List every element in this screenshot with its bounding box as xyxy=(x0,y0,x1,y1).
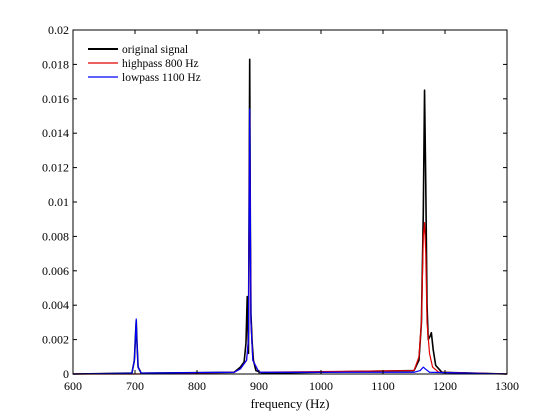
y-tick-label: 0.004 xyxy=(42,298,69,312)
series-line-3 xyxy=(72,108,508,375)
legend-label-3: lowpass 1100 Hz xyxy=(122,72,201,84)
y-tick-label: 0.02 xyxy=(48,23,69,37)
x-tick-label: 600 xyxy=(64,379,82,393)
y-axis: 0 0.002 0.004 0.006 0.008 0.01 0.012 0.014 0.016… xyxy=(42,23,507,381)
x-tick-label: 1000 xyxy=(309,379,333,393)
y-tick-label: 0.016 xyxy=(42,92,69,106)
x-tick-label: 700 xyxy=(126,379,144,393)
y-tick-label: 0.008 xyxy=(42,229,69,243)
x-tick-label: 900 xyxy=(250,379,268,393)
x-axis-title: frequency (Hz) xyxy=(250,396,329,411)
y-tick-label: 0.006 xyxy=(42,264,69,278)
y-tick-label: 0.014 xyxy=(42,126,69,140)
y-tick-label: 0.018 xyxy=(42,57,69,71)
x-tick-label: 1300 xyxy=(495,379,519,393)
y-tick-label: 0.01 xyxy=(48,195,69,209)
series-layer xyxy=(72,58,508,375)
legend: original signal highpass 800 Hz lowpass 11… xyxy=(88,44,201,84)
x-axis: 600 700 800 900 1000 1100 1200 1300 xyxy=(64,30,519,393)
plot-background xyxy=(73,30,507,374)
x-tick-label: 1100 xyxy=(371,379,395,393)
legend-label-2: highpass 800 Hz xyxy=(122,58,199,70)
y-tick-label: 0 xyxy=(63,367,69,381)
y-tick-label: 0.002 xyxy=(42,333,69,347)
x-tick-label: 800 xyxy=(188,379,206,393)
x-tick-label: 1200 xyxy=(433,379,457,393)
legend-label-1: original signal xyxy=(122,44,188,56)
y-tick-label: 0.012 xyxy=(42,161,69,175)
